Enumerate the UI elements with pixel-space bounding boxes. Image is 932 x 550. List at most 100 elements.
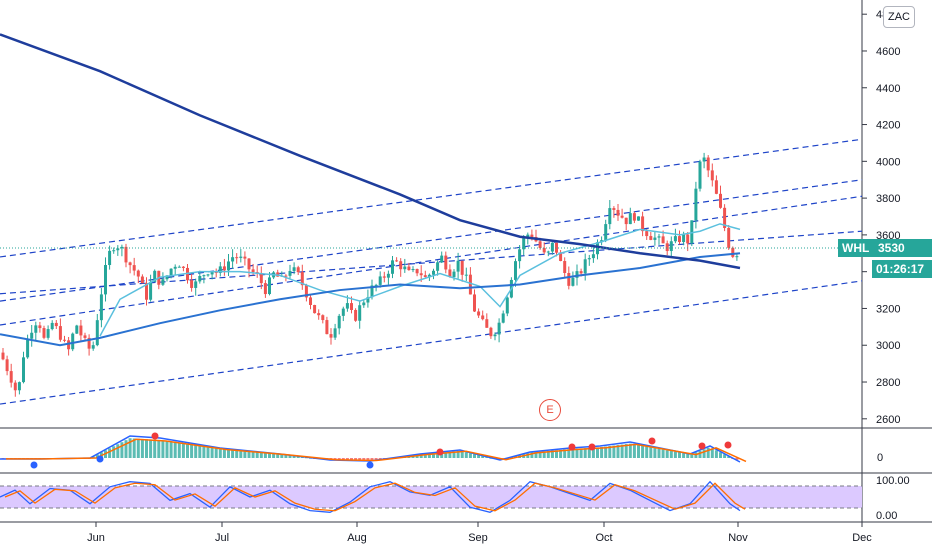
macd-bar bbox=[161, 440, 165, 458]
macd-bar bbox=[653, 448, 657, 458]
candle-body bbox=[706, 157, 710, 171]
candle-body bbox=[661, 236, 665, 244]
candle-body bbox=[263, 283, 267, 295]
candle-body bbox=[567, 272, 571, 286]
sma-mid-line bbox=[0, 252, 741, 347]
macd-bar bbox=[624, 444, 628, 458]
candle-body bbox=[354, 309, 358, 321]
currency-badge[interactable]: ZAC bbox=[883, 6, 915, 28]
macd-bar bbox=[690, 453, 694, 458]
macd-bar bbox=[292, 455, 296, 458]
macd-cross-dot bbox=[96, 455, 104, 463]
candle-body bbox=[194, 281, 198, 288]
channel-line bbox=[0, 280, 863, 405]
candle-body bbox=[604, 224, 608, 241]
macd-bar bbox=[583, 448, 587, 458]
channel-line bbox=[0, 230, 863, 295]
macd-bar bbox=[239, 450, 243, 458]
candles[interactable] bbox=[1, 152, 739, 397]
macd-bar bbox=[145, 439, 148, 458]
candle-body bbox=[268, 277, 271, 295]
macd-bar bbox=[165, 441, 169, 458]
candle-body bbox=[5, 359, 9, 372]
price-axis-label: 4200 bbox=[876, 120, 900, 132]
candle-body bbox=[386, 273, 390, 278]
channel-lines[interactable] bbox=[0, 138, 863, 405]
candle-body bbox=[149, 281, 153, 300]
candle-body bbox=[538, 241, 542, 248]
earnings-marker[interactable]: E bbox=[539, 399, 561, 421]
price-axis-label: 4000 bbox=[876, 156, 900, 168]
candle-body bbox=[731, 247, 735, 257]
candle-body bbox=[222, 266, 226, 271]
candle-body bbox=[173, 266, 177, 269]
macd-bar bbox=[276, 454, 280, 458]
candle-body bbox=[206, 274, 210, 276]
macd-bar bbox=[591, 447, 595, 458]
macd-bar bbox=[140, 438, 144, 458]
moving-averages[interactable] bbox=[0, 33, 741, 347]
macd-pane[interactable] bbox=[0, 432, 747, 469]
macd-bar bbox=[723, 454, 727, 458]
macd-bar bbox=[227, 449, 230, 458]
price-axis-label: 3200 bbox=[876, 303, 900, 315]
candle-body bbox=[239, 256, 243, 258]
macd-bar bbox=[596, 447, 599, 458]
candle-body bbox=[17, 382, 21, 391]
candle-body bbox=[669, 241, 673, 252]
macd-bar bbox=[341, 458, 345, 461]
macd-bar bbox=[190, 444, 194, 458]
macd-bar bbox=[473, 454, 476, 458]
macd-bar bbox=[661, 449, 665, 458]
price-pane[interactable] bbox=[0, 0, 862, 428]
candle-body bbox=[657, 236, 661, 238]
candle-body bbox=[58, 326, 62, 340]
macd-bar bbox=[251, 451, 255, 458]
candle-body bbox=[395, 260, 399, 262]
candle-body bbox=[665, 243, 669, 252]
macd-bar bbox=[222, 449, 226, 458]
macd-bar bbox=[378, 458, 382, 460]
candle-body bbox=[710, 170, 714, 181]
candle-body bbox=[460, 260, 464, 275]
candle-body bbox=[690, 220, 694, 244]
price-axis-label: 2800 bbox=[876, 377, 900, 389]
price-tag-countdown: 01:26:17 bbox=[876, 262, 924, 276]
candle-body bbox=[317, 313, 321, 316]
price-axis-label: 3600 bbox=[876, 230, 900, 242]
macd-bar bbox=[436, 452, 440, 458]
macd-bar bbox=[714, 450, 718, 458]
macd-bar bbox=[427, 453, 431, 458]
macd-bar bbox=[678, 452, 681, 458]
candle-body bbox=[645, 231, 649, 237]
candle-body bbox=[641, 216, 645, 232]
macd-bar bbox=[645, 446, 649, 458]
candle-body bbox=[38, 325, 42, 329]
candle-body bbox=[1, 352, 5, 360]
candle-body bbox=[75, 325, 79, 334]
candle-body bbox=[34, 325, 38, 333]
macd-bar bbox=[255, 452, 259, 458]
time-axis[interactable]: Jun Jul Aug Sep Oct Nov Dec bbox=[87, 522, 872, 544]
candle-body bbox=[714, 180, 718, 194]
macd-bar bbox=[288, 455, 292, 458]
macd-bar bbox=[550, 450, 554, 458]
candle-body bbox=[735, 256, 739, 258]
candle-body bbox=[247, 258, 251, 270]
stochastic-pane[interactable] bbox=[0, 480, 746, 513]
macd-axis-zero: 0 bbox=[877, 452, 883, 464]
macd-bar bbox=[243, 451, 247, 458]
candle-body bbox=[321, 315, 325, 321]
candle-body bbox=[358, 305, 362, 321]
candle-body bbox=[411, 268, 415, 271]
candle-body bbox=[686, 234, 690, 244]
stoch-band bbox=[0, 486, 862, 508]
macd-bar bbox=[198, 445, 202, 458]
candle-body bbox=[591, 254, 595, 259]
candle-body bbox=[399, 261, 403, 270]
price-axis[interactable]: 4800460044004200400038003600340032003000… bbox=[862, 9, 900, 426]
candle-body bbox=[612, 208, 616, 210]
candle-body bbox=[83, 335, 87, 338]
price-axis-label: 4600 bbox=[876, 46, 900, 58]
